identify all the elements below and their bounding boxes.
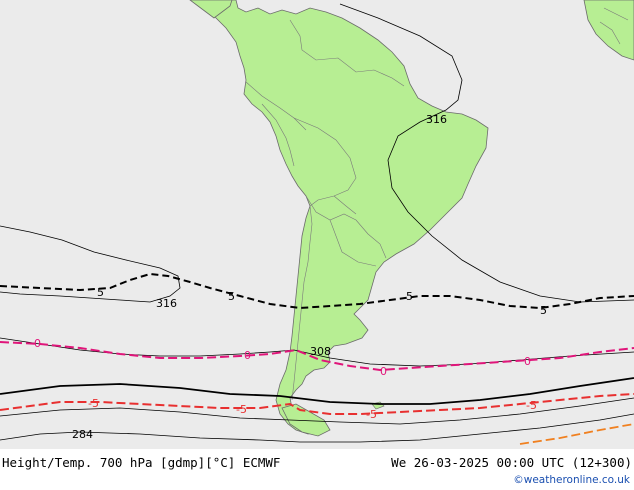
label-tm5-b: -5 [236,403,247,416]
label-tm5-c: -5 [366,408,377,421]
label-t0-a: 0 [34,337,41,350]
contour-284 [0,413,634,443]
label-308: 308 [310,345,331,358]
map-datetime: We 26-03-2025 00:00 UTC (12+300) [391,455,632,470]
label-t5-a: 5 [97,286,104,299]
africa-border [599,7,629,45]
label-t0-d: 0 [524,355,531,368]
height-labels: 316 316 308 284 [72,113,447,441]
map-title: Height/Temp. 700 hPa [gdmp][°C] ECMWF [2,455,281,470]
tierra-del-fuego-land [281,403,331,437]
contour-300 [0,377,634,405]
label-316-west: 316 [156,297,177,310]
footer-bar [0,449,634,490]
label-t5-c: 5 [406,290,413,303]
label-t0-b: 0 [244,349,251,362]
south-america-land [199,0,489,435]
temp-warm-isotherm [519,423,634,445]
temp-minus5-isotherm [0,393,634,415]
africa-land [583,0,634,61]
label-tm5-a: -5 [88,397,99,410]
label-284: 284 [72,428,93,441]
contour-316-west [0,225,181,303]
label-t0-c: 0 [380,365,387,378]
temp-zero-isotherm [0,341,634,372]
country-borders [245,19,405,401]
temperature-labels: 5 5 5 5 0 0 0 0 -5 -5 -5 -5 [34,286,547,421]
label-t5-d: 5 [540,304,547,317]
label-tm5-d: -5 [526,399,537,412]
credit-link[interactable]: ©weatheronline.co.uk [513,474,630,486]
label-t5-b: 5 [228,290,235,303]
temp-plus5-isotherm [0,272,634,310]
central-america-land [189,0,233,19]
label-316-north: 316 [426,113,447,126]
contour-292 [0,397,634,425]
contour-316-north [339,3,634,303]
